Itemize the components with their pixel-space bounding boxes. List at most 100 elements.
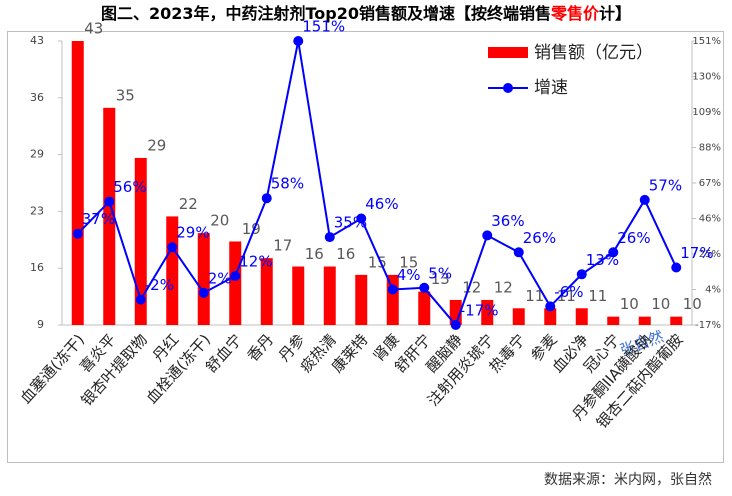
y2-tick-label: 25% — [699, 249, 721, 260]
growth-marker — [387, 284, 398, 295]
growth-marker — [324, 232, 335, 243]
y2-tick-label: 109% — [692, 107, 721, 118]
bar-label: 15 — [399, 253, 418, 271]
growth-label: 2% — [208, 269, 232, 287]
y2-tick-label: -17% — [695, 320, 721, 331]
bar-label: 11 — [588, 287, 607, 305]
legend-label: 销售额（亿元） — [534, 43, 653, 63]
growth-marker — [482, 230, 493, 241]
bar — [71, 41, 84, 325]
title-part: 图二、2023年，中药注射剂Top20销售额及增速【按终端销售 — [101, 4, 551, 23]
bar-label: 29 — [147, 136, 166, 154]
bar — [103, 107, 116, 325]
growth-marker — [261, 193, 272, 204]
bar-label: 16 — [305, 245, 324, 263]
growth-label: -2% — [145, 276, 174, 294]
growth-marker — [639, 194, 650, 205]
bar-label: 11 — [557, 287, 576, 305]
bar-label: 17 — [273, 237, 292, 255]
bar-label: 12 — [494, 278, 513, 296]
growth-marker — [545, 301, 556, 312]
bar — [197, 233, 210, 325]
legend-label: 增速 — [534, 78, 568, 98]
bar — [575, 308, 588, 325]
growth-marker — [576, 269, 587, 280]
growth-label: 46% — [365, 195, 398, 213]
bar — [260, 258, 273, 325]
growth-marker — [293, 36, 304, 46]
bar — [607, 316, 620, 325]
growth-label: 56% — [113, 178, 146, 196]
bar — [418, 291, 431, 325]
bar — [355, 274, 368, 325]
y2-tick-label: 88% — [699, 143, 721, 154]
growth-label: 5% — [428, 264, 452, 282]
y-tick-label: 9 — [37, 318, 44, 331]
growth-marker — [513, 247, 524, 258]
growth-line — [77, 40, 678, 327]
growth-marker — [356, 213, 367, 224]
growth-label: -6% — [554, 283, 583, 301]
y2-tick-label: 67% — [699, 178, 721, 189]
bar — [544, 308, 557, 325]
bar-label: 22 — [179, 195, 198, 213]
bar — [638, 316, 651, 325]
growth-marker — [230, 270, 241, 281]
growth-label: 57% — [649, 176, 682, 194]
growth-marker — [419, 282, 430, 293]
bar-label: 43 — [84, 20, 103, 38]
growth-label: 17% — [680, 244, 713, 262]
growth-label: 58% — [271, 175, 304, 193]
bar — [512, 308, 525, 325]
legend-marker — [503, 83, 513, 93]
growth-label: 37% — [82, 210, 115, 228]
growth-label: 4% — [397, 266, 421, 284]
growth-marker — [671, 262, 682, 273]
growth-marker — [135, 294, 146, 305]
bar-label: 10 — [683, 295, 702, 313]
chart-title: 图二、2023年，中药注射剂Top20销售额及增速【按终端销售零售价计】 — [101, 4, 631, 23]
growth-label: 26% — [617, 229, 650, 247]
bar-label: 10 — [620, 295, 639, 313]
y-tick-label: 29 — [30, 148, 44, 161]
bar — [670, 316, 683, 325]
growth-label: 26% — [523, 229, 556, 247]
growth-label: 151% — [302, 18, 345, 36]
growth-label: 29% — [176, 224, 209, 242]
growth-marker — [608, 247, 619, 258]
y-tick-label: 43 — [30, 34, 44, 47]
bar — [229, 241, 242, 325]
growth-label: -17% — [460, 302, 499, 320]
bar-label: 11 — [525, 287, 544, 305]
bar-label: 20 — [210, 212, 229, 230]
bar — [323, 266, 336, 325]
title-highlight: 零售价 — [550, 4, 600, 23]
y2-tick-label: 151% — [692, 36, 721, 47]
growth-marker — [167, 242, 178, 253]
bar — [134, 157, 147, 325]
source: 数据来源：米内网，张自然 — [544, 471, 712, 488]
chart-border — [7, 31, 724, 463]
bar-label: 10 — [651, 295, 670, 313]
bar — [481, 299, 494, 325]
growth-marker — [450, 320, 461, 330]
y2-tick-label: 130% — [692, 72, 721, 83]
y2-tick-label: 4% — [705, 285, 721, 296]
growth-label: 36% — [491, 212, 524, 230]
growth-marker — [72, 228, 83, 239]
y-tick-label: 16 — [30, 261, 44, 274]
y2-tick-label: 46% — [699, 214, 721, 225]
growth-marker — [104, 196, 115, 207]
bar-label: 16 — [336, 245, 355, 263]
bar-label: 13 — [431, 270, 450, 288]
growth-label: 12% — [239, 252, 272, 270]
y-tick-label: 36 — [30, 91, 44, 104]
y-tick-label: 23 — [30, 204, 44, 217]
growth-marker — [198, 287, 209, 298]
bar-label: 35 — [116, 86, 135, 104]
title-part: 计】 — [599, 4, 631, 23]
bar — [292, 266, 305, 325]
legend-swatch — [488, 47, 528, 58]
